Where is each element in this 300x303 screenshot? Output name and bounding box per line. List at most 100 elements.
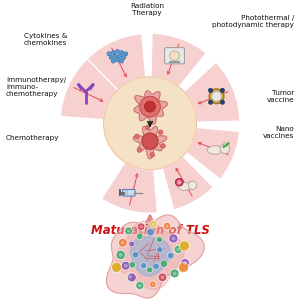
- Circle shape: [153, 263, 159, 269]
- Circle shape: [152, 222, 155, 226]
- Circle shape: [220, 100, 224, 104]
- Text: Maturation of TLS: Maturation of TLS: [91, 224, 209, 237]
- Text: Photothermal /
photodynamic therapy: Photothermal / photodynamic therapy: [212, 15, 294, 28]
- Circle shape: [127, 273, 136, 282]
- Circle shape: [121, 241, 125, 245]
- Circle shape: [126, 273, 134, 281]
- Circle shape: [220, 144, 230, 154]
- Circle shape: [135, 134, 139, 139]
- Circle shape: [176, 178, 183, 186]
- Text: Cytokines &
chemokines: Cytokines & chemokines: [24, 33, 68, 46]
- Circle shape: [118, 253, 123, 257]
- Circle shape: [107, 52, 111, 56]
- Circle shape: [174, 245, 182, 253]
- Circle shape: [188, 181, 197, 189]
- Wedge shape: [184, 62, 240, 122]
- Circle shape: [169, 234, 178, 243]
- Circle shape: [115, 58, 119, 62]
- Circle shape: [121, 261, 130, 270]
- Circle shape: [137, 223, 145, 231]
- Circle shape: [167, 252, 174, 259]
- Circle shape: [132, 251, 139, 258]
- Circle shape: [129, 261, 136, 268]
- Circle shape: [122, 55, 126, 59]
- Circle shape: [160, 275, 164, 279]
- Circle shape: [113, 54, 117, 58]
- Circle shape: [111, 51, 115, 55]
- Circle shape: [138, 284, 142, 287]
- Circle shape: [151, 283, 154, 286]
- Circle shape: [149, 281, 156, 288]
- Polygon shape: [134, 91, 167, 124]
- Circle shape: [115, 49, 119, 54]
- Polygon shape: [106, 215, 204, 298]
- Circle shape: [170, 51, 179, 61]
- Text: Radiation
Therapy: Radiation Therapy: [130, 3, 164, 16]
- Circle shape: [173, 271, 177, 275]
- Circle shape: [170, 269, 179, 278]
- Circle shape: [224, 142, 228, 147]
- Circle shape: [177, 180, 182, 184]
- Ellipse shape: [178, 183, 191, 190]
- Circle shape: [136, 233, 143, 239]
- Circle shape: [163, 222, 171, 230]
- Circle shape: [209, 89, 224, 104]
- Circle shape: [137, 148, 142, 152]
- Text: Chemotherapy: Chemotherapy: [6, 135, 59, 141]
- Circle shape: [178, 262, 189, 272]
- Circle shape: [140, 262, 147, 269]
- Wedge shape: [151, 33, 206, 87]
- Circle shape: [176, 248, 180, 251]
- Text: Immunotherapy/
immuno-
chemotherapy: Immunotherapy/ immuno- chemotherapy: [6, 77, 66, 97]
- Circle shape: [179, 241, 190, 251]
- Polygon shape: [133, 126, 167, 159]
- Circle shape: [119, 51, 124, 55]
- Circle shape: [129, 241, 135, 247]
- Circle shape: [128, 275, 132, 278]
- Circle shape: [111, 262, 122, 272]
- FancyBboxPatch shape: [165, 48, 184, 64]
- Circle shape: [140, 96, 160, 117]
- Circle shape: [181, 259, 189, 267]
- Circle shape: [142, 133, 158, 149]
- Circle shape: [183, 261, 187, 265]
- Circle shape: [171, 236, 176, 241]
- Circle shape: [147, 228, 154, 236]
- Circle shape: [150, 220, 157, 228]
- Wedge shape: [60, 59, 118, 120]
- Polygon shape: [116, 221, 184, 289]
- Circle shape: [124, 52, 128, 56]
- Circle shape: [208, 88, 213, 92]
- Circle shape: [147, 267, 153, 273]
- Circle shape: [161, 144, 165, 148]
- Circle shape: [150, 152, 155, 157]
- Circle shape: [157, 247, 163, 253]
- Circle shape: [208, 100, 213, 104]
- Text: Nano
vaccines: Nano vaccines: [262, 126, 294, 139]
- Circle shape: [158, 130, 163, 135]
- Ellipse shape: [207, 146, 223, 154]
- Circle shape: [139, 225, 143, 228]
- Wedge shape: [162, 156, 213, 210]
- Circle shape: [117, 54, 122, 58]
- Circle shape: [145, 101, 155, 112]
- Polygon shape: [130, 237, 170, 276]
- Circle shape: [127, 229, 130, 233]
- Wedge shape: [186, 127, 240, 179]
- Circle shape: [212, 92, 221, 101]
- Circle shape: [136, 281, 144, 290]
- Text: Tumor
vaccine: Tumor vaccine: [266, 90, 294, 103]
- Circle shape: [118, 238, 127, 247]
- Circle shape: [220, 88, 224, 92]
- Circle shape: [145, 125, 150, 130]
- Circle shape: [165, 225, 169, 228]
- FancyBboxPatch shape: [122, 189, 135, 196]
- Circle shape: [160, 260, 168, 267]
- Circle shape: [116, 250, 125, 260]
- Circle shape: [119, 59, 124, 63]
- Circle shape: [103, 77, 196, 170]
- Circle shape: [157, 237, 163, 243]
- Wedge shape: [82, 34, 146, 92]
- Circle shape: [158, 273, 167, 282]
- Circle shape: [124, 264, 128, 268]
